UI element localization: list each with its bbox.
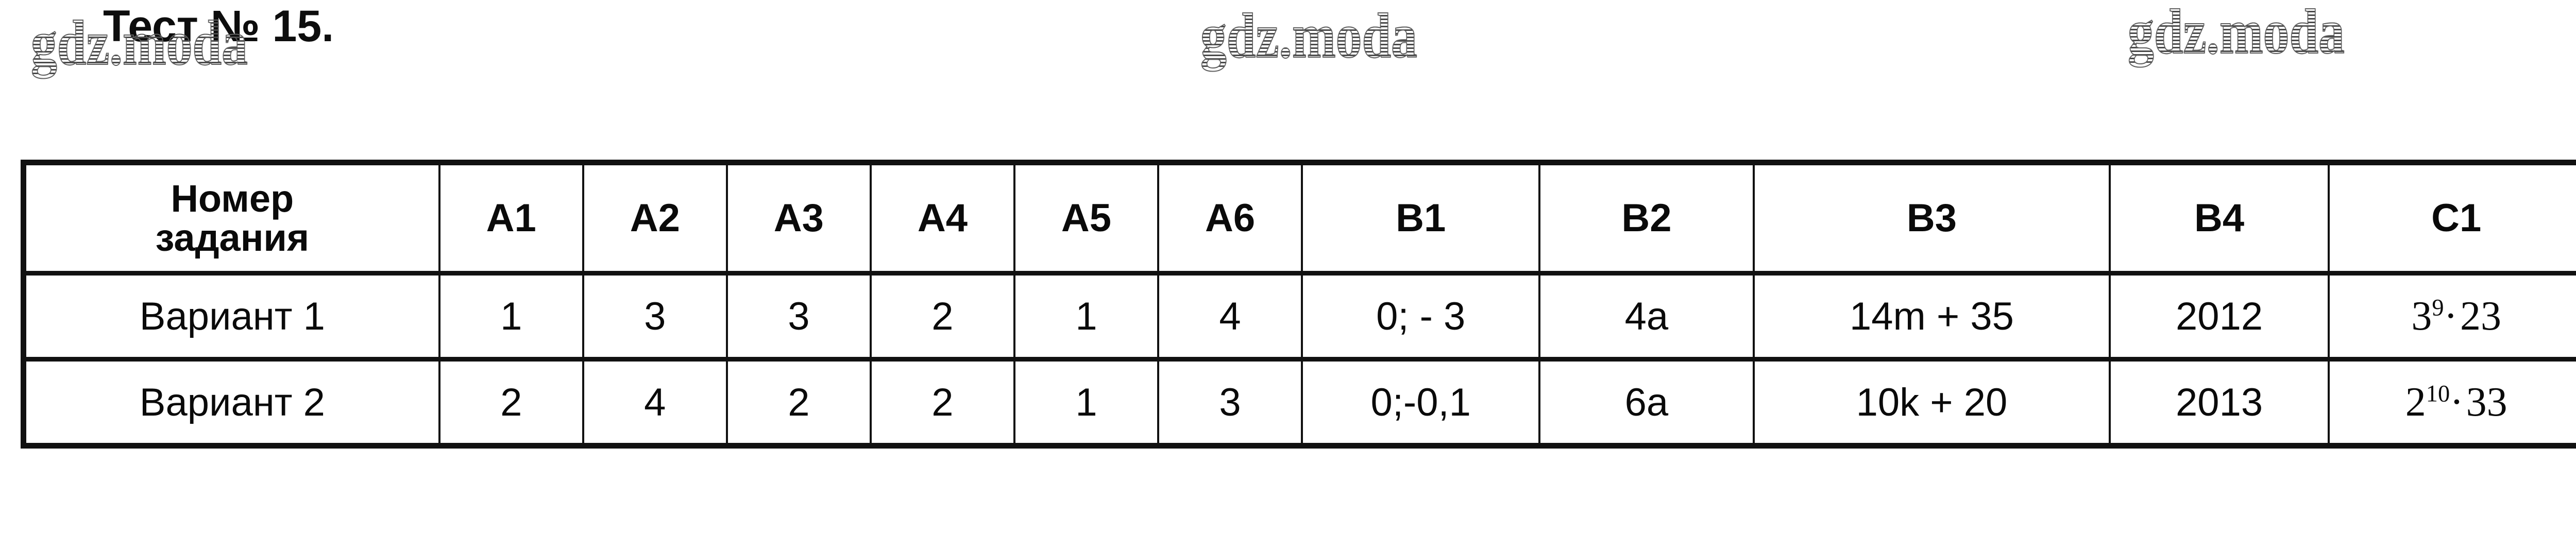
cell-v2-a2: 4 — [582, 357, 728, 448]
table-head: Номер задания А1 А2 А3 А4 А5 А6 В1 В2 В3… — [22, 160, 2576, 276]
column-header-task-number: Номер задания — [22, 160, 440, 276]
c1-exponent: 10 — [2426, 380, 2450, 407]
row-label-variant-2: Вариант 2 — [22, 357, 440, 448]
table-header-row: Номер задания А1 А2 А3 А4 А5 А6 В1 В2 В3… — [22, 160, 2576, 276]
cell-v1-c1: 39·23 — [2327, 271, 2576, 362]
cell-v1-a2: 3 — [582, 271, 728, 362]
column-header-c1: С1 — [2327, 160, 2576, 276]
watermark-gdz-moda-center: gdz.moda — [1200, 1, 1418, 71]
c1-factor: 33 — [2466, 379, 2507, 425]
answers-table-container: Номер задания А1 А2 А3 А4 А5 А6 В1 В2 В3… — [21, 160, 2576, 449]
cell-v1-a1: 1 — [438, 271, 584, 362]
cell-v1-a6: 4 — [1157, 271, 1303, 362]
column-header-b2: В2 — [1538, 160, 1755, 276]
cell-v2-a6: 3 — [1157, 357, 1303, 448]
cell-v1-b3: 14m + 35 — [1752, 271, 2111, 362]
cell-v2-a1: 2 — [438, 357, 584, 448]
cell-v1-b4: 2012 — [2109, 271, 2330, 362]
cell-v2-b3: 10k + 20 — [1752, 357, 2111, 448]
column-header-a6: А6 — [1157, 160, 1303, 276]
column-header-a4: А4 — [869, 160, 1015, 276]
cell-v2-b1: 0;-0,1 — [1301, 357, 1541, 448]
c1-operator: · — [2444, 293, 2460, 339]
c1-base: 2 — [2405, 379, 2426, 425]
column-header-a3: А3 — [725, 160, 872, 276]
column-header-a2: А2 — [582, 160, 728, 276]
c1-operator: · — [2450, 379, 2466, 425]
column-header-a5: А5 — [1013, 160, 1160, 276]
row-label-variant-1: Вариант 1 — [22, 271, 440, 362]
table-row: Вариант 2 2 4 2 2 1 3 0;-0,1 6a 10k + 20… — [22, 357, 2576, 448]
cell-v2-a5: 1 — [1013, 357, 1160, 448]
cell-v1-a3: 3 — [725, 271, 872, 362]
cell-v2-b4: 2013 — [2109, 357, 2330, 448]
answers-table: Номер задания А1 А2 А3 А4 А5 А6 В1 В2 В3… — [21, 160, 2576, 449]
cell-v1-a5: 1 — [1013, 271, 1160, 362]
table-row: Вариант 1 1 3 3 2 1 4 0; - 3 4a 14m + 35… — [22, 271, 2576, 362]
table-body: Вариант 1 1 3 3 2 1 4 0; - 3 4a 14m + 35… — [22, 271, 2576, 448]
cell-v2-a4: 2 — [869, 357, 1015, 448]
c1-base: 3 — [2411, 293, 2432, 339]
cell-v1-b2: 4a — [1538, 271, 1755, 362]
column-header-b1: В1 — [1301, 160, 1541, 276]
page-title: Тест № 15. — [103, 2, 334, 51]
column-header-a1: А1 — [438, 160, 584, 276]
column-header-b4: В4 — [2109, 160, 2330, 276]
header-line-1: Номер — [171, 177, 294, 220]
column-header-b3: В3 — [1752, 160, 2111, 276]
cell-v1-b1: 0; - 3 — [1301, 271, 1541, 362]
cell-v2-b2: 6a — [1538, 357, 1755, 448]
c1-exponent: 9 — [2432, 294, 2444, 321]
cell-v2-a3: 2 — [725, 357, 872, 448]
cell-v2-c1: 210·33 — [2327, 357, 2576, 448]
watermark-gdz-moda-right: gdz.moda — [2127, 0, 2345, 67]
cell-v1-a4: 2 — [869, 271, 1015, 362]
header-line-2: задания — [155, 216, 310, 259]
c1-factor: 23 — [2460, 293, 2501, 339]
